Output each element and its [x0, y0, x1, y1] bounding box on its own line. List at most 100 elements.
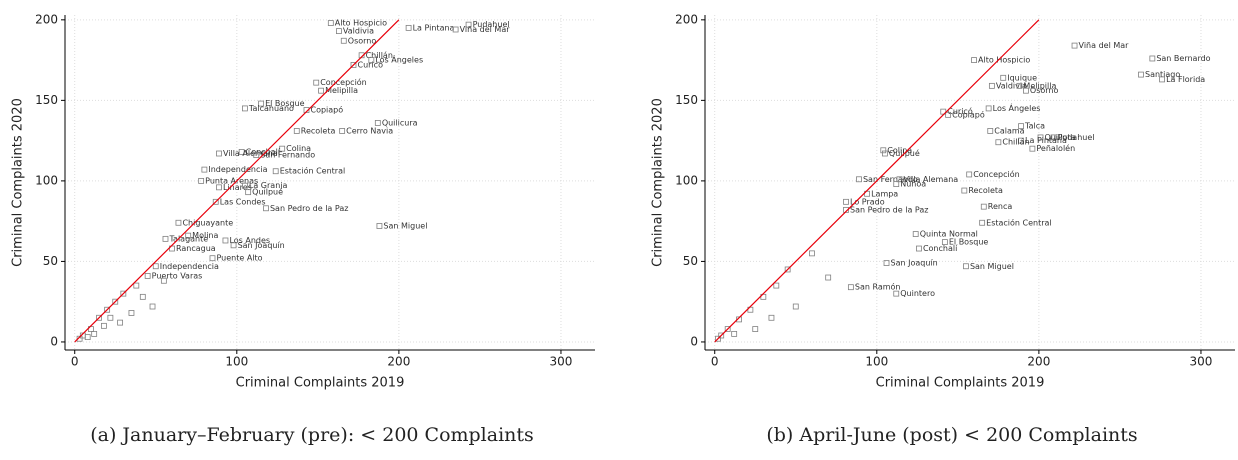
- x-tick-label: 100: [865, 355, 888, 369]
- point: [883, 260, 890, 266]
- point-label: Linares: [223, 183, 252, 192]
- point-label: Chillán: [1002, 138, 1029, 147]
- point-label: Peñalolén: [1036, 143, 1075, 153]
- point: [1149, 55, 1156, 62]
- point: [272, 168, 279, 175]
- point-label: Talagante: [168, 234, 208, 243]
- point: [293, 128, 300, 134]
- point: [945, 111, 952, 118]
- point: [941, 239, 948, 245]
- point-label: Iquique: [1007, 73, 1037, 82]
- y-tick-label: 0: [690, 334, 698, 348]
- point: [880, 147, 887, 154]
- point: [162, 235, 169, 242]
- point-label: Viña del Mar: [460, 25, 511, 34]
- point: [100, 322, 107, 329]
- point-label: Curicó: [947, 106, 973, 116]
- point-label: Osorno: [1030, 86, 1059, 95]
- point-label: Melipilla: [325, 86, 358, 95]
- x-tick-label: 200: [387, 355, 410, 369]
- point: [856, 176, 862, 183]
- point-label: Osorno: [348, 36, 377, 45]
- point-label: San Joaquín: [891, 259, 938, 268]
- point-label: Concepción: [973, 169, 1020, 179]
- point: [718, 332, 725, 339]
- point-label: Valdivia: [343, 27, 374, 36]
- point-label: Concepción: [320, 77, 367, 87]
- point-label: Punta Arenas: [205, 176, 258, 185]
- x-tick-label: 0: [711, 355, 719, 369]
- point-label: Alto Hospicio: [978, 56, 1030, 65]
- point-label: Quilicura: [382, 118, 418, 127]
- point: [84, 334, 91, 341]
- point: [201, 166, 208, 173]
- point-label: Santiago: [1145, 70, 1180, 79]
- point: [339, 128, 346, 134]
- point: [242, 105, 248, 112]
- point: [988, 82, 995, 89]
- point-label: La Granja: [249, 181, 288, 190]
- point: [374, 120, 381, 126]
- point: [715, 335, 721, 342]
- point-label: La Florida: [1166, 75, 1205, 84]
- x-tick-label: 300: [1190, 355, 1213, 369]
- y-axis-title: Criminal Complaints 2020: [11, 98, 26, 267]
- point-label: Estación Central: [986, 217, 1052, 227]
- point-label: Quintero: [900, 289, 935, 298]
- point: [245, 189, 252, 196]
- x-tick-label: 0: [71, 355, 79, 369]
- point-label: Quilpué: [252, 187, 283, 197]
- point: [263, 205, 269, 212]
- point-label: Quillota: [1045, 133, 1076, 142]
- point-label: Ñuñoa: [900, 179, 926, 189]
- point: [209, 255, 216, 262]
- point: [768, 314, 775, 321]
- point: [1159, 76, 1165, 83]
- point: [258, 100, 265, 107]
- point-label: Talcahuano: [248, 104, 294, 113]
- point: [107, 314, 114, 321]
- point: [128, 310, 135, 316]
- point: [809, 250, 815, 257]
- point: [149, 303, 156, 310]
- y-tick-label: 100: [675, 173, 698, 187]
- y-tick-label: 50: [43, 254, 58, 268]
- point: [843, 198, 849, 205]
- y-tick-label: 200: [675, 12, 698, 26]
- point: [1029, 145, 1036, 152]
- point: [117, 319, 124, 326]
- point-label: Melipilla: [1023, 81, 1056, 90]
- point: [376, 223, 383, 229]
- point: [825, 274, 832, 281]
- point-label: Independencia: [208, 165, 267, 174]
- point: [238, 148, 245, 155]
- point-label: El Bosque: [265, 99, 305, 108]
- point-label: Lo Prado: [850, 197, 885, 206]
- x-tick-label: 300: [550, 355, 573, 369]
- point-label: Lampa: [871, 189, 898, 198]
- point-label: Los Ángeles: [375, 54, 423, 65]
- point: [313, 79, 320, 86]
- point: [198, 177, 205, 184]
- point: [230, 242, 237, 249]
- point: [212, 198, 219, 205]
- point: [1016, 82, 1023, 89]
- point: [731, 330, 738, 337]
- point: [139, 293, 146, 300]
- x-tick-label: 100: [225, 355, 248, 369]
- y-tick-label: 200: [35, 12, 58, 26]
- point: [893, 181, 900, 188]
- point: [216, 150, 222, 157]
- point-label: La Pintana: [1025, 136, 1067, 145]
- point-label: Curicó: [358, 59, 384, 69]
- plot-area: [705, 15, 1235, 350]
- point-label: Copiapó: [952, 109, 985, 119]
- point: [350, 62, 357, 68]
- point: [368, 57, 375, 63]
- point-label: San Fernando: [260, 151, 315, 160]
- reference-line: [74, 19, 400, 343]
- point: [222, 237, 229, 244]
- point-label: San Miguel: [383, 221, 427, 230]
- point: [303, 107, 310, 113]
- point-label: Estación Central: [280, 166, 346, 176]
